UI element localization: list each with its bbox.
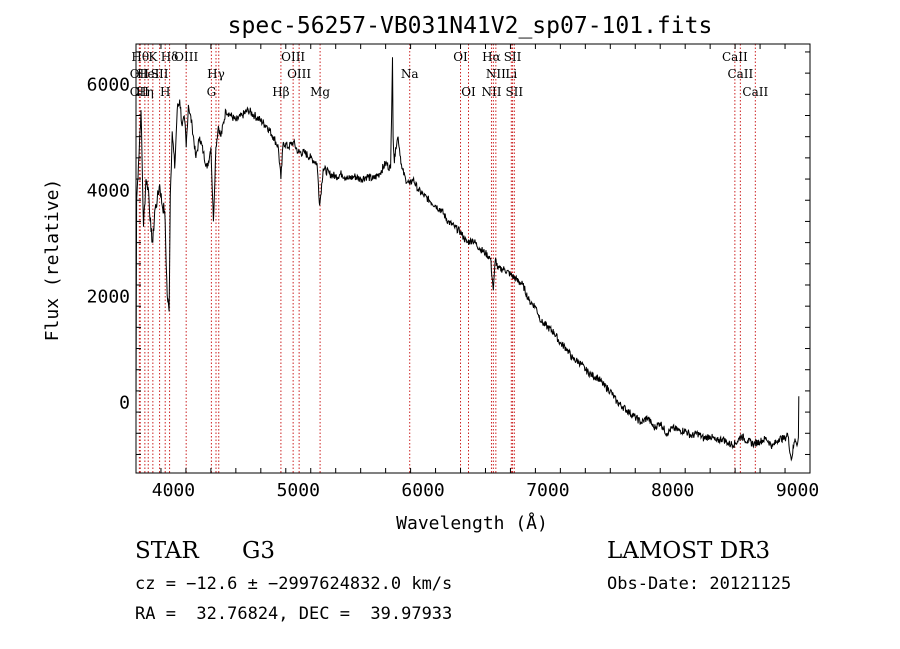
line-label: Hγ: [207, 67, 225, 81]
line-label: OII: [130, 67, 150, 81]
line-label: CaII: [722, 50, 748, 64]
survey-name: LAMOST DR3: [607, 538, 771, 564]
y-tick-label: 4000: [87, 181, 130, 202]
y-tick-label: 0: [119, 393, 130, 414]
x-tick-label: 8000: [651, 480, 694, 501]
x-tick-label: 4000: [152, 480, 195, 501]
line-label: CaII: [727, 67, 753, 81]
line-label: Hα: [482, 50, 501, 64]
line-label: Hβ: [272, 85, 289, 99]
line-label: NII: [481, 85, 501, 99]
line-label: Hη: [136, 85, 154, 99]
y-axis-label: Flux (relative): [42, 179, 63, 342]
coordinates-text: RA = 32.76824, DEC = 39.97933: [135, 604, 453, 624]
line-label: Mg: [310, 85, 330, 99]
line-label: CaII: [742, 85, 768, 99]
spectrum-line: [135, 57, 800, 462]
object-subclass: G3: [242, 538, 276, 564]
line-label: SII: [505, 85, 523, 99]
x-tick-label: 9000: [776, 480, 819, 501]
line-label: G: [207, 85, 217, 99]
line-label: SII: [151, 67, 169, 81]
line-label: OI: [453, 50, 468, 64]
emission-line-markers: [138, 44, 756, 473]
line-label: OIII: [174, 50, 198, 64]
line-label: Na: [401, 67, 419, 81]
line-label: SII: [504, 50, 522, 64]
x-tick-label: 6000: [401, 480, 444, 501]
x-tick-label: 7000: [526, 480, 569, 501]
line-label: H: [160, 85, 170, 99]
line-label: HeI: [137, 67, 160, 81]
line-label: OI: [461, 85, 476, 99]
plot-frame: [135, 43, 811, 474]
line-label: Li: [505, 67, 517, 81]
axes: 4000 5000 6000 7000 8000 9000 0 2000 4000 6000: [87, 43, 819, 501]
line-label: OIII: [281, 50, 305, 64]
x-axis-label: Wavelength (Å): [396, 512, 548, 534]
chart-title: spec-56257-VB031N41V2_sp07-101.fits: [228, 13, 713, 39]
y-tick-label: 6000: [87, 75, 130, 96]
line-label: NII: [486, 67, 506, 81]
line-label: OII: [130, 85, 150, 99]
line-label: Hδ: [161, 50, 179, 64]
y-tick-label: 2000: [87, 287, 130, 308]
spectrum-series: [135, 57, 800, 462]
velocity-text: cz = −12.6 ± −2997624832.0 km/s: [135, 574, 453, 594]
x-tick-label: 5000: [277, 480, 320, 501]
line-label: OIII: [287, 67, 311, 81]
line-label: K: [148, 50, 158, 64]
object-class: STAR: [135, 538, 199, 564]
obs-date-text: Obs-Date: 20121125: [607, 574, 792, 594]
